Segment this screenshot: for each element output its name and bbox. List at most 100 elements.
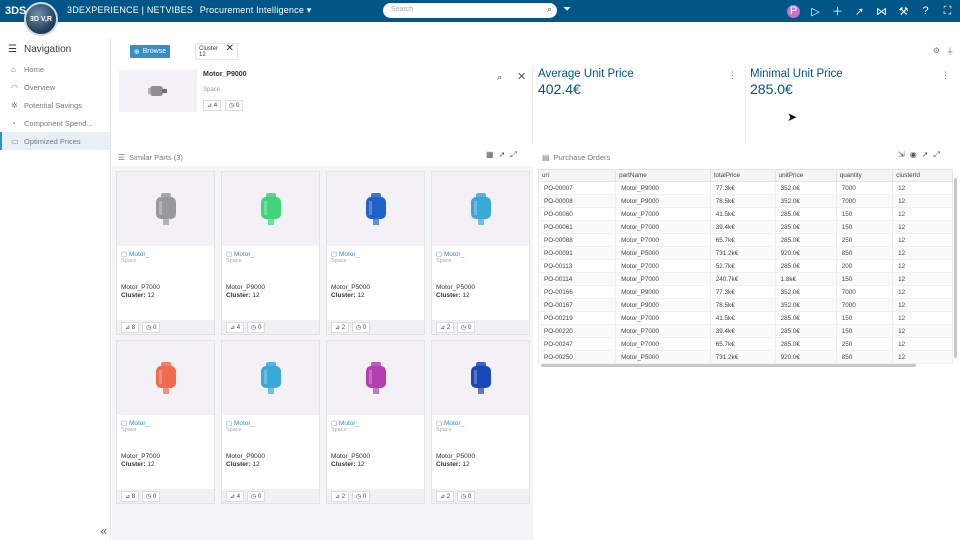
help-icon[interactable]: ? [922, 5, 929, 17]
table-row[interactable]: PO-00166 Motor_P9000 77.3k€ 352.0€ 7000 12 [538, 285, 953, 299]
share-icon[interactable]: ▷ [811, 5, 820, 18]
expand-icon[interactable]: ⤢ [510, 150, 517, 159]
part-image [327, 341, 424, 415]
expand-icon[interactable]: ⤢ [933, 150, 940, 159]
part-card[interactable]: ▢ Motor_ Space Motor_P7000 Cluster: 12 ⊿ 8 ◷ … [116, 340, 215, 504]
search-icon[interactable]: ⌕ [546, 4, 552, 14]
search-icon[interactable]: ⌕ [497, 72, 503, 82]
sidebar-item[interactable]: ◠ Overview [0, 78, 110, 96]
part-card[interactable]: ▢ Motor_ Space Motor_P9000 Cluster: 12 ⊿ 4 ◷ … [221, 340, 320, 504]
sidebar-item[interactable]: ⌂ Home [0, 60, 110, 78]
table-row[interactable]: PO-00060 Motor_P7000 41.5k€ 285.0€ 150 12 [538, 207, 953, 221]
table-cell: Motor_P7000 [615, 311, 711, 325]
prices-icon: ▭ [11, 136, 19, 146]
tag-icon[interactable]: ⏷ [563, 4, 571, 15]
part-space: Space [436, 427, 452, 433]
table-row[interactable]: PO-00061 Motor_P7000 39.4k€ 285.0€ 150 12 [538, 220, 953, 234]
table-cell: Motor_P5000 [615, 350, 711, 364]
export-icon[interactable]: ⇲ [898, 150, 905, 159]
table-row[interactable]: PO-00114 Motor_P7000 240.7k€ 1.8k€ 150 12 [538, 272, 953, 286]
count-a[interactable]: ⊿ 2 [436, 321, 455, 333]
count-b[interactable]: ◷ 0 [352, 490, 371, 502]
eye-icon[interactable]: ◉ [909, 150, 917, 159]
forward-icon[interactable]: ➚ [854, 5, 865, 18]
network-icon[interactable]: ⋈ [876, 5, 887, 18]
table-row[interactable]: PO-00250 Motor_P5000 731.2k€ 920.0€ 850 12 [538, 350, 953, 364]
part-card[interactable]: ▢ Motor_ Space Motor_P5000 Cluster: 12 ⊿ 2 ◷ … [326, 340, 425, 504]
avatar[interactable]: P [787, 4, 800, 18]
table-row[interactable]: PO-00008 Motor_P9000 78.5k€ 352.0€ 7000 12 [538, 194, 953, 208]
vertical-scrollbar[interactable] [954, 178, 957, 358]
horizontal-scrollbar[interactable] [541, 364, 916, 367]
part-link[interactable]: ▢ Motor_ [331, 251, 360, 258]
browse-button[interactable]: ⊕ Browse [130, 45, 170, 58]
part-link[interactable]: ▢ Motor_ [226, 420, 255, 427]
count-a[interactable]: ⊿ 8 [121, 321, 140, 333]
cluster-value: 12 [147, 292, 155, 299]
part-card[interactable]: ▢ Motor_ Space Motor_P5000 Cluster: 12 ⊿ 2 ◷ … [431, 340, 530, 504]
count-b[interactable]: ◷ 0 [247, 490, 266, 502]
close-icon[interactable]: ✕ [517, 71, 527, 83]
part-link[interactable]: ▢ Motor_ [331, 420, 360, 427]
count-b[interactable]: ◷ 0 [457, 490, 476, 502]
count-b[interactable]: ◷ 0 [352, 321, 371, 333]
table-row[interactable]: PO-00088 Motor_P7000 65.7k€ 285.0€ 250 12 [538, 233, 953, 247]
tools-icon[interactable]: ⚒ [898, 5, 909, 18]
sidebar-item[interactable]: ◔ Component Spend... [0, 114, 110, 132]
grid-icon[interactable]: ▦ [486, 150, 494, 159]
close-icon[interactable]: ✕ [225, 43, 234, 54]
part-card[interactable]: ▢ Motor_ Space Motor_P7000 Cluster: 12 ⊿ 8 ◷ … [116, 171, 215, 335]
table-row[interactable]: PO-00113 Motor_P7000 52.7k€ 285.0€ 200 12 [538, 259, 953, 273]
count-a[interactable]: ⊿ 2 [436, 490, 455, 502]
search-input[interactable]: Search ⌕ [383, 3, 557, 18]
column-header[interactable]: partName [615, 169, 711, 182]
count-b[interactable]: ◷ 0 [247, 321, 266, 333]
count-a[interactable]: ⊿ 2 [331, 490, 350, 502]
table-row[interactable]: PO-00247 Motor_P7000 65.7k€ 285.0€ 250 12 [538, 337, 953, 351]
table-row[interactable]: PO-00219 Motor_P7000 41.5k€ 285.0€ 150 12 [538, 311, 953, 325]
column-header[interactable]: totalPrice [709, 169, 776, 182]
part-link[interactable]: ▢ Motor_ [436, 420, 465, 427]
table-row[interactable]: PO-00167 Motor_P9000 78.5k€ 352.0€ 7000 12 [538, 298, 953, 312]
column-header[interactable]: quantity [835, 169, 894, 182]
count-a[interactable]: ⊿ 4 [226, 490, 245, 502]
column-header[interactable]: unitPrice [774, 169, 837, 182]
count-b[interactable]: ◷ 0 [142, 321, 161, 333]
count-b[interactable]: ◷ 0 [142, 490, 161, 502]
part-card[interactable]: ▢ Motor_ Space Motor_P5000 Cluster: 12 ⊿ 2 ◷ … [326, 171, 425, 335]
part-link[interactable]: ▢ Motor_ [436, 251, 465, 258]
share-icon[interactable]: ➚ [921, 150, 929, 159]
column-header[interactable]: uri [538, 169, 617, 182]
menu-icon[interactable]: ☰ [8, 43, 17, 55]
count-a[interactable]: ⊿ 2 [331, 321, 350, 333]
more-icon[interactable]: ⋮ [941, 70, 950, 80]
count-b[interactable]: ◷ 0 [457, 321, 476, 333]
add-icon[interactable]: ＋ [832, 6, 843, 18]
settings-icon[interactable]: ⚙ [932, 46, 940, 55]
plus-circle-icon: ⊕ [133, 48, 140, 56]
part-card[interactable]: ▢ Motor_ Space Motor_P5000 Cluster: 12 ⊿ 2 ◷ … [431, 171, 530, 335]
table-row[interactable]: PO-00091 Motor_P5000 731.2k€ 920.0€ 850 12 [538, 246, 953, 260]
filter-icon[interactable]: ⏚ [946, 47, 954, 56]
sidebar-item[interactable]: ▭ Optimized Prices [0, 132, 110, 150]
sidebar-item[interactable]: ✲ Potential Savings [0, 96, 110, 114]
share-icon[interactable]: ➚ [498, 150, 506, 159]
compass-button[interactable]: 3D V,R [24, 2, 58, 36]
table-row[interactable]: PO-00220 Motor_P7000 39.4k€ 285.0€ 150 12 [538, 324, 953, 338]
part-link[interactable]: ▢ Motor_ [121, 420, 150, 427]
part-link[interactable]: ▢ Motor_ [121, 251, 150, 258]
part-link[interactable]: ▢ Motor_ [226, 251, 255, 258]
compass-toggle-icon[interactable]: ⛶ [943, 4, 952, 17]
table-row[interactable]: PO-00007 Motor_P9000 77.3k€ 352.0€ 7000 12 [538, 181, 953, 195]
cluster-filter-chip[interactable]: Cluster 12 ✕ [195, 43, 238, 60]
app-switcher[interactable]: Procurement Intelligence ▾ [199, 5, 312, 15]
count-a[interactable]: ⊿ 4 [203, 100, 222, 111]
count-b[interactable]: ◷ 0 [225, 100, 244, 111]
collapse-icon[interactable]: « [100, 524, 107, 538]
count-a[interactable]: ⊿ 8 [121, 490, 140, 502]
more-icon[interactable]: ⋮ [728, 70, 737, 80]
count-a[interactable]: ⊿ 4 [226, 321, 245, 333]
part-title[interactable]: Motor_P9000 [203, 71, 247, 78]
column-header[interactable]: clusterId [892, 169, 953, 182]
part-card[interactable]: ▢ Motor_ Space Motor_P9000 Cluster: 12 ⊿ 4 ◷ … [221, 171, 320, 335]
